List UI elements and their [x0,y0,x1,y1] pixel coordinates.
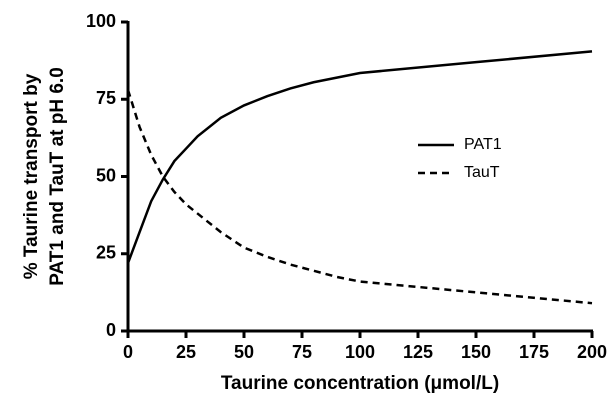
x-tick-label: 200 [577,342,607,362]
x-tick-label: 0 [123,342,133,362]
x-tick-label: 100 [345,342,375,362]
y-tick-label: 0 [106,320,116,340]
legend-label: TauT [464,164,500,181]
y-tick-label: 50 [96,165,116,185]
y-axis-label: % Taurine transport by [21,73,42,279]
x-tick-label: 25 [176,342,196,362]
x-tick-label: 75 [292,342,312,362]
legend-label: PAT1 [464,136,502,153]
x-tick-label: 150 [461,342,491,362]
series-line [126,89,593,305]
x-tick-label: 125 [403,342,433,362]
x-tick-label: 50 [234,342,254,362]
x-axis-label: Taurine concentration (μmol/L) [221,373,499,394]
y-tick-label: 25 [96,243,116,263]
y-tick-label: 100 [86,11,116,31]
y-axis-label: PAT1 and TauT at pH 6.0 [47,67,68,286]
x-tick-label: 175 [519,342,549,362]
y-tick-label: 75 [96,88,116,108]
series-line [126,50,593,264]
